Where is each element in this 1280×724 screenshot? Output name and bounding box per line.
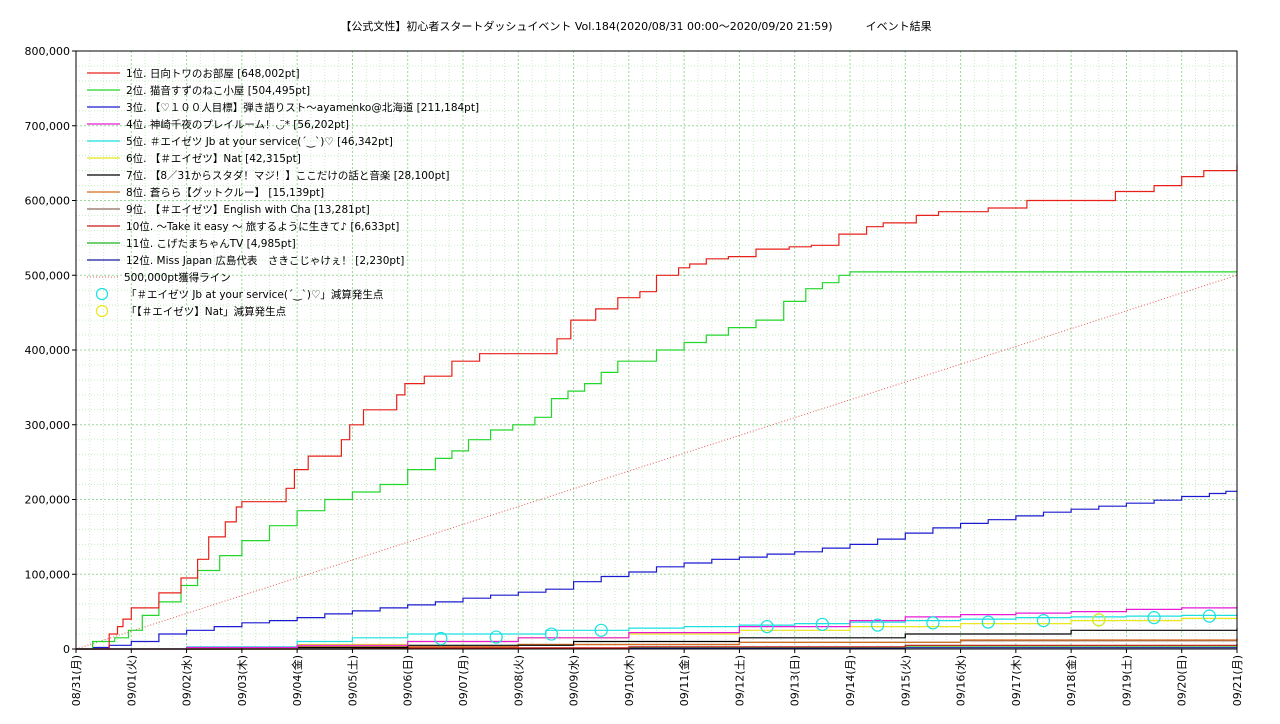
x-tick-label: 08/31(月) (70, 655, 83, 706)
reduction-marker (926, 616, 940, 630)
legend-label: 6位. 【＃エイゼツ】Nat [42,315pt] (126, 152, 301, 165)
series-line (76, 271, 1237, 650)
reduction-marker (594, 623, 608, 637)
series-line (76, 164, 1238, 650)
reduction-marker (981, 615, 995, 629)
reduction-marker (1092, 613, 1106, 627)
axis-layer: 0 100,000 200,000 300,000 400,000 500,000 600,… (25, 45, 1245, 706)
reference-line-layer (75, 274, 1238, 650)
reduction-marker (489, 630, 503, 644)
x-tick-label: 09/11(金) (677, 655, 691, 706)
x-tick-label: 09/17(木) (1010, 655, 1023, 706)
series-line (76, 490, 1238, 650)
legend-label: 1位. 日向トワのお部屋 [648,002pt] (126, 67, 300, 80)
y-tick-label: 800,000 (25, 45, 71, 58)
x-tick-label: 09/21(月) (1231, 655, 1244, 706)
x-tick-label: 09/20(日) (1176, 655, 1189, 706)
x-tick-label: 09/05(土) (346, 655, 359, 706)
marker-layer (434, 609, 1216, 646)
reduction-marker (434, 631, 448, 646)
legend-label: 4位. 神崎千夜のプレイルーム！◡̈* [56,202pt] (126, 118, 349, 131)
legend-label: 「＃エイゼツ Jb at your service(´‿`)♡」減算発生点 (126, 288, 383, 301)
legend-label: 「【＃エイゼツ】Nat」減算発生点 (126, 305, 286, 318)
y-tick-label: 0 (63, 643, 70, 656)
x-tick-label: 09/06(日) (402, 655, 415, 706)
y-tick-label: 100,000 (25, 568, 71, 581)
y-tick-label: 400,000 (25, 344, 71, 357)
legend-label: 500,000pt獲得ライン (124, 271, 231, 284)
reduction-marker (544, 627, 559, 641)
legend-marker (95, 304, 109, 318)
grid-layer (76, 51, 1237, 649)
series-line (76, 607, 1238, 650)
x-tick-label: 09/14(月) (844, 655, 857, 706)
x-tick-label: 09/12(土) (733, 655, 746, 706)
y-tick-label: 500,000 (25, 269, 71, 282)
legend-label: 3位. 【♡１００人目標】弾き語りスト〜ayamenko@北海道 [211,18… (126, 101, 479, 114)
x-tick-label: 09/03(木) (236, 655, 249, 706)
legend-label: 12位. Miss Japan 広島代表 さきこじゃけぇ！ [2,230pt] (126, 254, 404, 267)
series-line (76, 614, 1238, 650)
legend-marker (95, 287, 109, 301)
x-tick-label: 09/02(水) (181, 655, 194, 706)
y-tick-label: 200,000 (25, 494, 71, 507)
y-tick-label: 700,000 (25, 120, 71, 133)
x-tick-label: 09/07(月) (457, 655, 470, 706)
legend-label: 2位. 猫音すずのねこ小屋 [504,495pt] (126, 84, 310, 97)
chart-title: 【公式文性】初心者スタートダッシュイベント Vol.184(2020/08/31… (340, 19, 931, 33)
legend-label: 9位. 【＃エイゼツ】English with Cha [13,281pt] (126, 203, 370, 216)
reduction-marker (760, 619, 774, 634)
x-tick-label: 09/09(水) (568, 655, 581, 706)
legend-label: 8位. 蒼らら【グットクルー】 [15,139pt] (126, 186, 324, 199)
reduction-marker (1147, 611, 1161, 625)
x-tick-label: 09/16(水) (955, 655, 968, 706)
reduction-marker (815, 617, 829, 631)
y-tick-label: 300,000 (25, 419, 71, 432)
legend-label: 7位. 【8／31からスタダ！マジ！】ここだけの話と音楽 [28,100pt] (126, 169, 449, 182)
reduction-marker (871, 618, 885, 632)
legend-label: 11位. こげたまちゃんTV [4,985pt] (126, 237, 296, 250)
x-tick-label: 09/08(火) (512, 655, 525, 706)
reference-line (75, 274, 1238, 650)
legend: 1位. 日向トワのお部屋 [648,002pt] 2位. 猫音すずのねこ小屋 [5… (87, 67, 479, 318)
x-tick-label: 09/18(金) (1064, 655, 1078, 706)
y-tick-label: 600,000 (25, 195, 71, 208)
x-tick-label: 09/15(火) (899, 655, 912, 706)
x-tick-label: 09/01(火) (125, 655, 138, 706)
x-tick-label: 09/04(金) (290, 655, 304, 706)
reduction-marker (1036, 613, 1051, 628)
x-tick-label: 09/19(土) (1120, 655, 1133, 706)
x-tick-label: 09/13(日) (789, 655, 802, 706)
reduction-marker (1202, 609, 1216, 623)
x-tick-label: 09/10(木) (623, 655, 636, 706)
legend-label: 5位. ＃エイゼツ Jb at your service(´‿`)♡ [46,3… (126, 135, 393, 148)
legend-label: 10位. 〜Take it easy 〜 旅するように生きて♪ [6,633pt… (126, 220, 399, 233)
